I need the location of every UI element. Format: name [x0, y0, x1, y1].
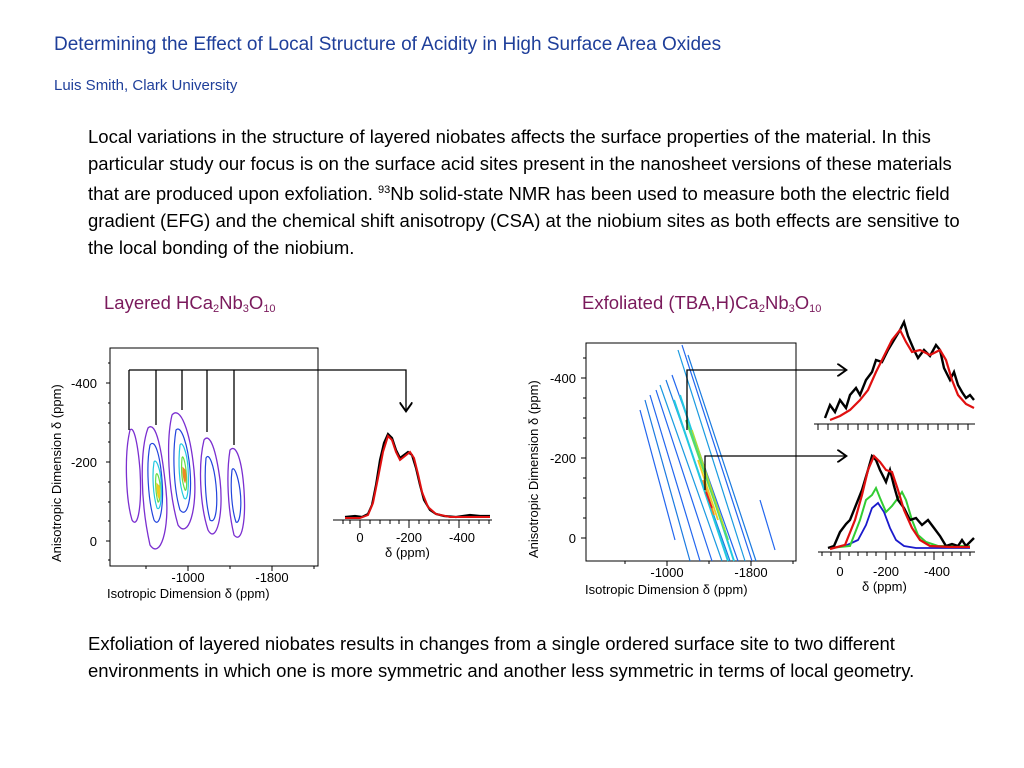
spectrum-tick-label: -400 — [924, 564, 950, 579]
isotope-superscript: 93 — [378, 184, 391, 196]
spectrum-tick-label: 0 — [356, 530, 363, 545]
intro-paragraph: Local variations in the structure of lay… — [88, 123, 968, 261]
page-title: Determining the Effect of Local Structur… — [54, 34, 722, 55]
x-tick-label: -1000 — [650, 565, 683, 580]
spectrum-x-label: δ (ppm) — [385, 545, 430, 560]
exfoliated-contour-plot: -400 -200 0 -1000 -1800 Isotropic Dimens… — [526, 342, 845, 597]
layered-panel-label: Layered HCa2Nb3O10 — [104, 292, 276, 315]
exfoliated-spectrum-top — [814, 318, 975, 430]
y-tick-label: 0 — [569, 531, 576, 546]
y-tick-label: -200 — [71, 455, 97, 470]
conclusion-paragraph: Exfoliation of layered niobates results … — [88, 633, 915, 681]
y-tick-label: -400 — [71, 376, 97, 391]
x-axis-label: Isotropic Dimension δ (ppm) — [585, 582, 748, 597]
y-axis-label: Anisotropic Dimension δ (ppm) — [49, 384, 64, 562]
layered-1d-spectrum: 0 -200 -400 δ (ppm) — [333, 432, 492, 560]
spectrum-tick-label: -400 — [449, 530, 475, 545]
y-tick-label: -200 — [550, 451, 576, 466]
y-axis-label: Anisotropic Dimension δ (ppm) — [526, 380, 541, 558]
exfoliated-panel-label: Exfoliated (TBA,H)Ca2Nb3O10 — [582, 292, 822, 315]
author-line: Luis Smith, Clark University — [54, 77, 238, 94]
x-axis-label: Isotropic Dimension δ (ppm) — [107, 586, 270, 601]
spectrum-x-label: δ (ppm) — [862, 579, 907, 594]
x-tick-label: -1800 — [734, 565, 767, 580]
y-tick-label: -400 — [550, 371, 576, 386]
layered-contour-plot: -400 -200 0 -1000 -1800 Isotropic Dimens… — [49, 347, 406, 601]
y-tick-label: 0 — [90, 534, 97, 549]
spectrum-tick-label: -200 — [396, 530, 422, 545]
spectrum-tick-label: -200 — [873, 564, 899, 579]
x-tick-label: -1800 — [255, 570, 288, 585]
intro-text-part1: Local variations in the structure of lay… — [88, 126, 952, 204]
x-tick-label: -1000 — [171, 570, 204, 585]
intro-text-part2: Nb solid-state NMR has been used to meas… — [88, 183, 960, 258]
spectrum-tick-label: 0 — [836, 564, 843, 579]
exfoliated-spectrum-bottom: 0 -200 -400 δ (ppm) — [818, 453, 975, 594]
